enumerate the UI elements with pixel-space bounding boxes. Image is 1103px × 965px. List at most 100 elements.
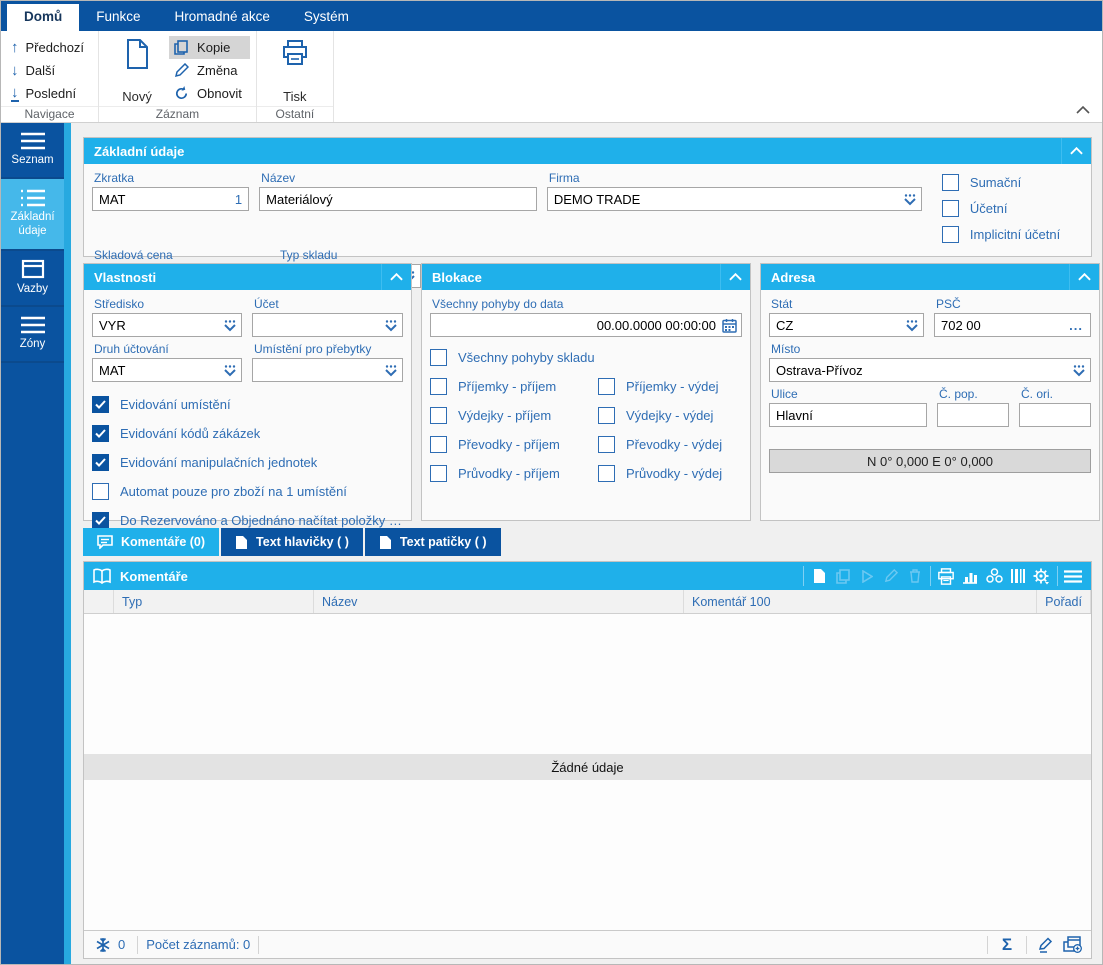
umisteni-combo[interactable] [252, 358, 403, 382]
checkbox-box[interactable] [430, 349, 447, 366]
calendar-icon[interactable] [722, 318, 737, 333]
druh-uctovani-input[interactable] [97, 362, 219, 378]
ellipsis-icon[interactable]: ... [1069, 317, 1083, 333]
checkbox-do-rezervovano[interactable]: Do Rezervováno a Objednáno načítat polož… [92, 512, 403, 529]
checkbox-vsechny-pohyby-skladu[interactable]: Všechny pohyby skladu [430, 349, 742, 366]
dropdown-icon[interactable] [903, 193, 917, 206]
checkbox-automat-pouze[interactable]: Automat pouze pro zboží na 1 umístění [92, 483, 403, 500]
column-typ[interactable]: Typ [114, 590, 314, 613]
copy-button[interactable]: Kopie [169, 36, 250, 59]
new-record-button[interactable] [807, 565, 831, 587]
checkbox-box[interactable] [430, 436, 447, 453]
previous-button[interactable]: ↑ Předchozí [7, 36, 92, 59]
pohyby-do-data-input[interactable] [435, 317, 718, 333]
checkbox-box[interactable] [941, 200, 959, 217]
column-poradi[interactable]: Pořadí [1037, 590, 1091, 613]
c-ori-field[interactable] [1019, 403, 1091, 427]
zkratka-input[interactable] [97, 191, 231, 207]
checkbox-ucetni[interactable]: Účetní [941, 200, 1083, 217]
checkbox-box[interactable] [941, 174, 959, 191]
nazev-input[interactable] [264, 191, 532, 207]
dropdown-icon[interactable] [223, 319, 237, 332]
checkbox-pruvodky-prijem[interactable]: Průvodky - příjem [430, 465, 588, 482]
gps-coordinates-button[interactable]: N 0° 0,000 E 0° 0,000 [769, 449, 1091, 473]
dropdown-icon[interactable] [223, 364, 237, 377]
stat-combo[interactable] [769, 313, 924, 337]
collapse-panel-button[interactable] [1061, 138, 1091, 164]
checkbox-box[interactable] [92, 483, 109, 500]
dropdown-icon[interactable] [905, 319, 919, 332]
new-button[interactable]: Nový [111, 34, 163, 106]
checkbox-box[interactable] [598, 378, 615, 395]
psc-field[interactable]: ... [934, 313, 1091, 337]
edit-record-button[interactable] [879, 565, 903, 587]
copy-record-button[interactable] [831, 565, 855, 587]
checkbox-box[interactable] [598, 465, 615, 482]
misto-input[interactable] [774, 362, 1068, 378]
c-pop-input[interactable] [942, 407, 1004, 423]
psc-input[interactable] [939, 317, 1063, 333]
dropdown-icon[interactable] [384, 319, 398, 332]
sidebar-item-zony[interactable]: Zóny [1, 307, 64, 363]
checkbox-box[interactable] [92, 396, 109, 413]
firma-combo[interactable] [546, 187, 922, 211]
checkbox-evidovani-umisteni[interactable]: Evidování umístění [92, 396, 403, 413]
refresh-button[interactable]: Obnovit [169, 82, 250, 105]
c-ori-input[interactable] [1024, 407, 1086, 423]
firma-input[interactable] [551, 191, 899, 207]
zkratka-field[interactable]: 1 [92, 187, 250, 211]
ucet-combo[interactable] [252, 313, 403, 337]
ribbon-tab-system[interactable]: Systém [303, 9, 349, 24]
tab-text-paticky[interactable]: Text patičky ( ) [364, 528, 501, 556]
sidebar-item-vazby[interactable]: Vazby [1, 251, 64, 307]
checkbox-box[interactable] [598, 407, 615, 424]
ribbon-collapse-button[interactable] [1076, 106, 1090, 114]
misto-combo[interactable] [769, 358, 1091, 382]
druh-uctovani-combo[interactable] [92, 358, 242, 382]
checkbox-box[interactable] [92, 512, 109, 529]
sidebar-item-zakladni-udaje[interactable]: Základní údaje [1, 179, 64, 251]
checkbox-evidovani-kodu-zakazek[interactable]: Evidování kódů zákázek [92, 425, 403, 442]
workflow-button[interactable] [982, 565, 1006, 587]
checkbox-prevodky-prijem[interactable]: Převodky - příjem [430, 436, 588, 453]
checkbox-prijemky-prijem[interactable]: Příjemky - příjem [430, 378, 588, 395]
ulice-input[interactable] [774, 407, 922, 423]
stredisko-input[interactable] [97, 317, 219, 333]
grid-print-button[interactable] [934, 565, 958, 587]
checkbox-evidovani-manipulacnich-jednotek[interactable]: Evidování manipulačních jednotek [92, 454, 403, 471]
checkbox-prevodky-vydej[interactable]: Převodky - výdej [598, 436, 742, 453]
collapse-panel-button[interactable] [1069, 264, 1099, 290]
checkbox-box[interactable] [430, 378, 447, 395]
checkbox-box[interactable] [430, 407, 447, 424]
last-button[interactable]: ↓ Poslední [7, 82, 92, 105]
grid-settings-button[interactable] [1030, 565, 1054, 587]
quick-edit-button[interactable] [1035, 936, 1057, 953]
delete-record-button[interactable] [903, 565, 927, 587]
ribbon-tab-funkce[interactable]: Funkce [96, 9, 141, 24]
checkbox-box[interactable] [430, 465, 447, 482]
add-copy-button[interactable] [1061, 936, 1083, 953]
checkbox-implicitni-ucetni[interactable]: Implicitní účetní [941, 226, 1083, 243]
checkbox-prijemky-vydej[interactable]: Příjemky - výdej [598, 378, 742, 395]
tab-text-hlavicky[interactable]: Text hlavičky ( ) [221, 528, 363, 556]
column-nazev[interactable]: Název [314, 590, 684, 613]
ribbon-tab-hromadne-akce[interactable]: Hromadné akce [174, 9, 270, 24]
change-button[interactable]: Změna [169, 59, 250, 82]
checkbox-box[interactable] [598, 436, 615, 453]
pohyby-do-data-field[interactable] [430, 313, 742, 337]
stat-input[interactable] [774, 317, 901, 333]
checkbox-box[interactable] [941, 226, 959, 243]
ulice-field[interactable] [769, 403, 927, 427]
tab-komentare[interactable]: Komentáře (0) [83, 528, 220, 556]
checkbox-sumacni[interactable]: Sumační [941, 174, 1083, 191]
grid-body[interactable]: Žádné údaje [84, 614, 1091, 930]
stredisko-combo[interactable] [92, 313, 242, 337]
barcode-button[interactable] [1006, 565, 1030, 587]
ribbon-tab-domu[interactable]: Domů [7, 4, 80, 31]
dropdown-icon[interactable] [384, 364, 398, 377]
collapse-panel-button[interactable] [381, 264, 411, 290]
grid-menu-button[interactable] [1061, 565, 1085, 587]
sum-button[interactable]: Σ [1001, 934, 1013, 954]
checkbox-box[interactable] [92, 454, 109, 471]
checkbox-pruvodky-vydej[interactable]: Průvodky - výdej [598, 465, 742, 482]
